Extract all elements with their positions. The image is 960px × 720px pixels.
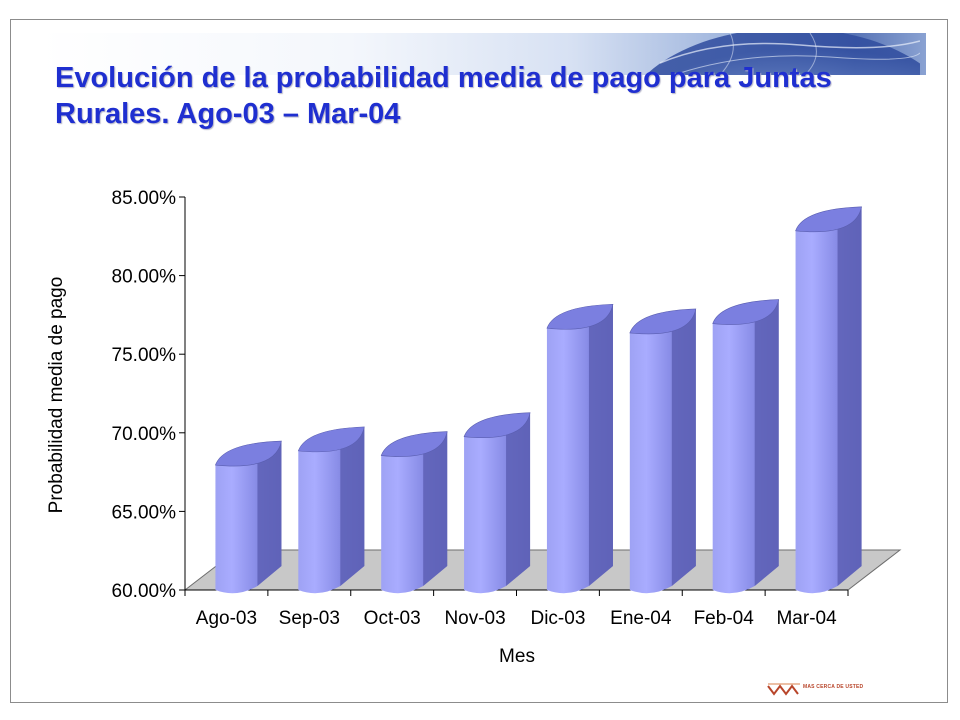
y-tick-label: 70.00% [112, 424, 177, 445]
bar-top-cap [297, 426, 365, 453]
x-tick-label: Ene-04 [610, 608, 672, 629]
y-tick-label: 85.00% [112, 188, 177, 209]
y-axis-title: Probabilidad media de pago [46, 277, 67, 514]
bar-dic-03 [546, 303, 614, 594]
bar-oct-03 [380, 431, 448, 594]
y-tick-label: 65.00% [112, 502, 177, 523]
slide-title: Evolución de la probabilidad media de pa… [55, 62, 832, 130]
bar-side [837, 206, 862, 586]
bar-side [340, 426, 365, 586]
bar-ene-04 [629, 308, 697, 594]
x-tick-label: Ago-03 [196, 608, 257, 629]
y-tick-label: 80.00% [112, 267, 177, 288]
bar-top-cap [215, 440, 282, 467]
bar-top-cap [380, 431, 448, 457]
chart-floor [183, 549, 902, 591]
x-tick-label: Mar-04 [776, 608, 837, 629]
bar-nov-03 [463, 412, 531, 594]
x-tick-label: Dic-03 [530, 608, 585, 629]
bar-top-cap [712, 299, 780, 325]
globe-image [645, 33, 920, 75]
bar-side [588, 304, 613, 586]
bar-sep-03 [297, 426, 365, 594]
bar-side [257, 441, 282, 586]
x-tick-label: Oct-03 [364, 608, 421, 629]
x-tick-label: Nov-03 [444, 608, 505, 629]
bar-top-cap [795, 206, 862, 233]
bar-top-cap [546, 303, 614, 330]
bar-feb-04 [712, 299, 780, 594]
x-axis-title: Mes [499, 646, 535, 667]
y-tick-label: 60.00% [112, 581, 177, 602]
y-tick-label: 75.00% [112, 345, 177, 366]
company-logo [767, 683, 800, 696]
x-tick-label: Sep-03 [279, 608, 340, 629]
x-tick-label: Feb-04 [694, 608, 755, 629]
bar-side [671, 308, 696, 586]
bar-ago-03 [215, 440, 282, 594]
bar-mar-04 [795, 206, 862, 594]
bar-side [754, 299, 779, 586]
bar-top-cap [629, 308, 697, 335]
logo-text: MAS CERCA DE USTED [803, 684, 864, 690]
bar-side [506, 412, 531, 586]
bar-side [423, 431, 448, 586]
bar-top-cap [463, 412, 531, 438]
